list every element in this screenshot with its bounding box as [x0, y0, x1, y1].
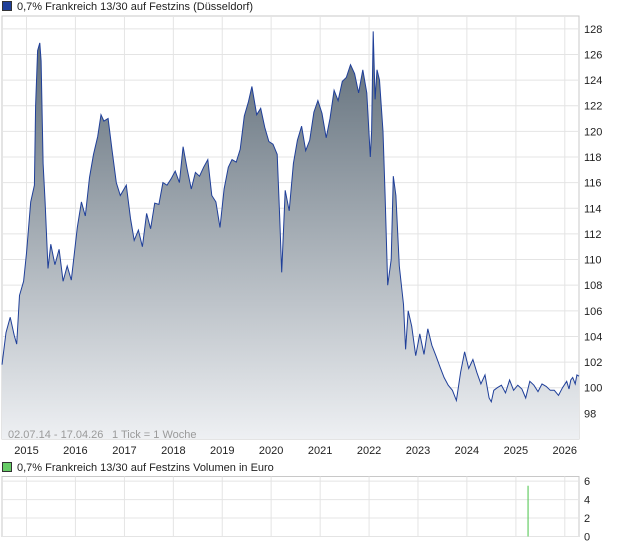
price-x-tick-label: 2016 [63, 445, 87, 457]
date-range-label: 02.07.14 - 17.04.26 [8, 429, 103, 441]
price-line [1, 31, 580, 404]
price-x-tick-label: 2024 [455, 445, 479, 457]
price-y-tick-label: 128 [584, 24, 602, 36]
price-y-tick-label: 124 [584, 75, 602, 87]
volume-y-axis: 0 2 4 6 [584, 476, 590, 543]
volume-legend-swatch [2, 462, 12, 472]
volume-plot-frame [1, 476, 580, 537]
price-x-tick-label: 2015 [14, 445, 38, 457]
price-y-axis: 98 100 102 104 106 108 110 112 114 116 118 120 122 12… [584, 24, 602, 421]
tick-info-label: 1 Tick = 1 Woche [112, 429, 196, 441]
volume-bar [527, 485, 529, 537]
volume-y-tick-label: 2 [584, 513, 590, 525]
price-y-tick-label: 104 [584, 331, 602, 343]
price-x-tick-label: 2019 [210, 445, 234, 457]
price-x-tick-label: 2023 [406, 445, 430, 457]
price-legend-label: 0,7% Frankreich 13/30 auf Festzins (Düss… [17, 1, 253, 13]
price-y-tick-label: 122 [584, 101, 602, 113]
price-legend: 0,7% Frankreich 13/30 auf Festzins (Düss… [2, 1, 253, 14]
price-x-tick-label: 2020 [259, 445, 283, 457]
price-area [2, 31, 579, 440]
price-x-tick-label: 2025 [504, 445, 528, 457]
volume-bars [527, 485, 529, 537]
price-y-tick-label: 112 [584, 229, 602, 241]
volume-chart: 0 2 4 6 [1, 476, 590, 544]
price-x-tick-label: 2018 [161, 445, 185, 457]
price-y-tick-label: 126 [584, 49, 602, 61]
volume-y-tick-label: 6 [584, 476, 590, 488]
price-y-tick-label: 100 [584, 383, 602, 395]
volume-legend: 0,7% Frankreich 13/30 auf Festzins Volum… [2, 462, 274, 475]
price-x-tick-label: 2021 [308, 445, 332, 457]
volume-legend-label: 0,7% Frankreich 13/30 auf Festzins Volum… [17, 462, 274, 474]
price-x-tick-label: 2026 [553, 445, 577, 457]
price-x-tick-label: 2017 [112, 445, 136, 457]
price-chart: 98 100 102 104 106 108 110 112 114 116 118 120 122 12… [1, 15, 602, 457]
volume-y-tick-label: 4 [584, 495, 590, 507]
price-y-tick-label: 106 [584, 306, 602, 318]
price-y-tick-label: 108 [584, 280, 602, 292]
price-y-tick-label: 116 [584, 178, 602, 190]
volume-y-tick-label: 0 [584, 532, 590, 544]
price-legend-swatch [2, 1, 12, 11]
price-y-tick-label: 120 [584, 126, 602, 138]
price-y-tick-label: 110 [584, 255, 602, 267]
volume-grid [2, 476, 579, 537]
price-y-tick-label: 118 [584, 152, 602, 164]
price-y-tick-label: 102 [584, 357, 602, 369]
price-x-tick-label: 2022 [357, 445, 381, 457]
price-y-tick-label: 114 [584, 203, 602, 215]
price-x-axis: 2015 2016 2017 2018 2019 2020 2021 2022 2023 2024… [14, 445, 577, 457]
price-y-tick-label: 98 [584, 408, 596, 420]
